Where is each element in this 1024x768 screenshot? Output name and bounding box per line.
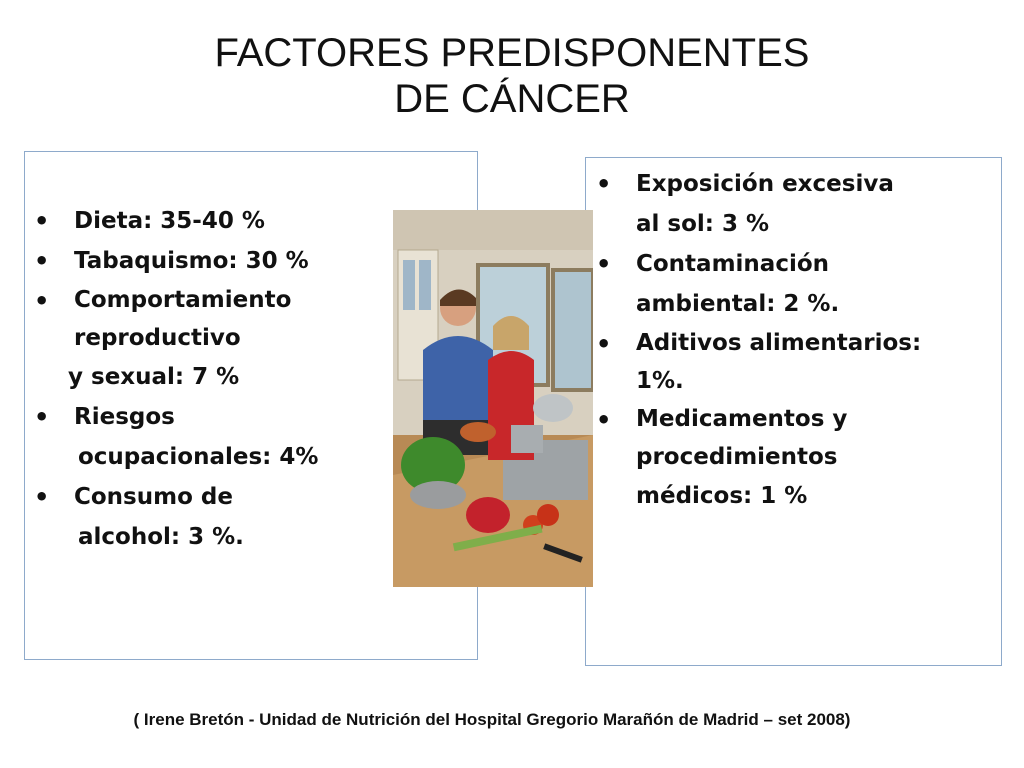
bullet-icon: • <box>596 406 612 434</box>
item-text-continued: 1%. <box>636 368 684 394</box>
list-item-continuation: al sol: 3 % <box>636 211 770 237</box>
bullet-icon: • <box>34 247 50 275</box>
list-item-aditivos: • Aditivos alimentarios: 1%. <box>594 324 994 400</box>
list-item-continuation: ocupacionales: 4% <box>78 444 319 470</box>
bullet-icon: • <box>34 483 50 511</box>
slide-title-line-1: FACTORES PREDISPONENTES <box>214 31 810 75</box>
slide-title: FACTORES PREDISPONENTES DE CÁNCER <box>0 30 1024 122</box>
item-text: Exposición excesiva <box>636 171 894 197</box>
item-text: Dieta: 35-40 % <box>74 208 265 234</box>
slide-title-line-2: DE CÁNCER <box>394 77 630 121</box>
bullet-icon: • <box>596 330 612 358</box>
item-text: Consumo de <box>74 484 233 510</box>
list-item-tabaquismo: • Tabaquismo: 30 % <box>32 241 392 281</box>
list-item-comportamiento: • Comportamiento reproductivo <box>32 281 392 357</box>
left-factor-list: • Dieta: 35-40 % • Tabaquismo: 30 % • Co… <box>32 201 392 557</box>
item-text: Aditivos alimentarios: <box>636 330 922 356</box>
list-item-consumo: • Consumo de <box>32 477 392 517</box>
bullet-icon: • <box>34 287 50 315</box>
list-item-dieta: • Dieta: 35-40 % <box>32 201 392 241</box>
list-item-continuation: y sexual: 7 % <box>68 364 240 390</box>
right-content-box <box>585 157 1002 666</box>
list-item-contaminacion: • Contaminación <box>594 244 994 284</box>
item-text: Medicamentos y <box>636 406 848 432</box>
list-item-riesgos: • Riesgos <box>32 397 392 437</box>
list-item-continuation: ambiental: 2 %. <box>636 291 840 317</box>
bullet-icon: • <box>34 403 50 431</box>
item-text-continued: reproductivo <box>74 325 241 351</box>
item-text-continued: procedimientos <box>636 444 838 470</box>
item-text: Riesgos <box>74 404 175 430</box>
item-text: Comportamiento <box>74 287 292 313</box>
bullet-icon: • <box>596 250 612 278</box>
list-item-exposicion: • Exposición excesiva <box>594 164 994 204</box>
list-item-continuation: alcohol: 3 %. <box>78 524 244 550</box>
source-citation: ( Irene Bretón - Unidad de Nutrición del… <box>133 710 851 729</box>
kitchen-couple-photo-illustration <box>393 210 593 587</box>
bullet-icon: • <box>596 170 612 198</box>
right-factor-list: • Exposición excesiva al sol: 3 % • Cont… <box>594 164 994 516</box>
item-text: Contaminación <box>636 251 830 277</box>
list-item-continuation: médicos: 1 % <box>636 483 808 509</box>
list-item-medicamentos: • Medicamentos y procedimientos <box>594 400 994 476</box>
item-text: Tabaquismo: 30 % <box>74 248 309 274</box>
bullet-icon: • <box>34 207 50 235</box>
kitchen-couple-photo <box>393 210 593 587</box>
